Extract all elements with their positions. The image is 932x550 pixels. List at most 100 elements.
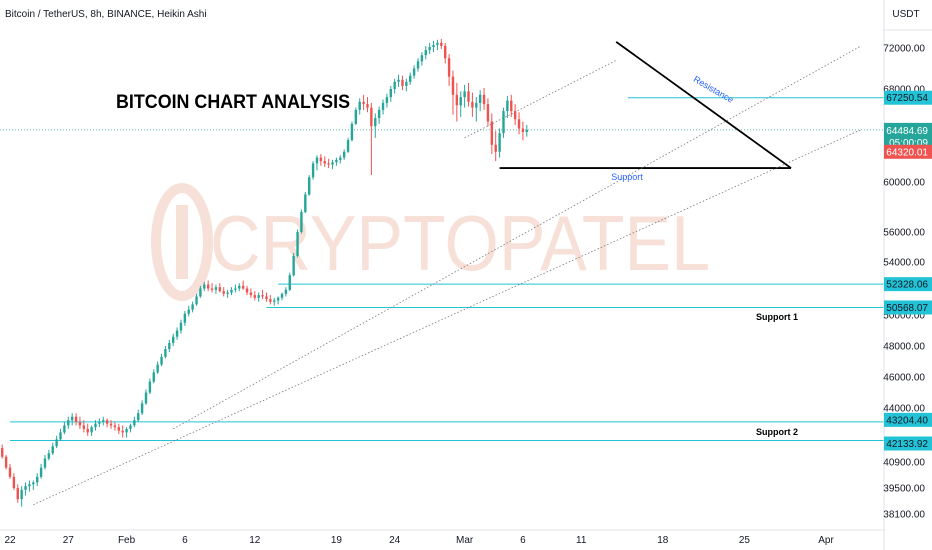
x-tick-label: Apr xyxy=(818,535,834,546)
candle-body xyxy=(160,356,163,365)
candle xyxy=(521,121,525,141)
watermark-logo-bar xyxy=(176,205,188,279)
candle xyxy=(311,161,315,180)
candle xyxy=(1,444,4,459)
candle-body xyxy=(412,68,416,76)
candle-body xyxy=(164,349,167,357)
candle-body xyxy=(315,157,319,164)
watermark-logo-icon xyxy=(151,183,213,301)
y-tick-label: 48000.00 xyxy=(883,342,925,353)
candle xyxy=(113,421,117,431)
candle xyxy=(117,423,121,435)
candle-body xyxy=(253,295,257,298)
candle-body xyxy=(385,97,389,103)
y-axis[interactable]: 72000.00 68000.00 60000.00 56000.00 54000.00… xyxy=(883,0,932,550)
candle xyxy=(261,289,264,300)
candle xyxy=(463,84,466,108)
candle xyxy=(381,99,385,115)
candle xyxy=(443,42,447,64)
x-axis[interactable]: 22 27 Feb 6 12 19 24 Mar 6 11 18 25 Apr xyxy=(0,529,884,546)
candle-body xyxy=(354,109,358,124)
candle-body xyxy=(327,163,330,165)
candle-body xyxy=(47,453,51,459)
candle xyxy=(269,295,272,305)
candle xyxy=(55,435,58,449)
y-tick-label: 39500.00 xyxy=(883,484,925,495)
candle-body xyxy=(436,42,439,45)
candle-body xyxy=(90,427,93,433)
candle-body xyxy=(195,296,198,305)
y-tick-label: 46000.00 xyxy=(883,373,925,384)
candle-body xyxy=(183,313,187,323)
candle xyxy=(517,112,521,135)
candle-body xyxy=(323,161,326,164)
candle-body xyxy=(498,133,501,152)
candle xyxy=(171,333,175,346)
candle-body xyxy=(78,421,82,426)
candle-body xyxy=(525,129,529,133)
candle xyxy=(327,158,330,169)
candle xyxy=(370,102,373,176)
candle-body xyxy=(1,448,4,457)
candle-body xyxy=(113,425,117,428)
candle-body xyxy=(265,296,268,300)
candle-body xyxy=(35,476,39,483)
candle-body xyxy=(218,287,222,292)
price-label-box xyxy=(884,300,932,315)
candle xyxy=(59,428,62,442)
candle xyxy=(8,463,12,479)
candle xyxy=(148,378,152,395)
candle-body xyxy=(175,330,179,337)
candle-body xyxy=(257,295,260,298)
candle-body xyxy=(214,287,218,290)
candle xyxy=(397,74,400,87)
candle xyxy=(502,107,505,138)
candle-body xyxy=(230,289,233,293)
candle xyxy=(160,353,163,367)
candle-body xyxy=(296,232,299,256)
candle-body xyxy=(98,421,101,424)
candle xyxy=(12,473,16,490)
resistance-line xyxy=(615,41,792,169)
candle xyxy=(175,327,179,340)
candle-body xyxy=(381,102,385,110)
candle-body xyxy=(467,91,470,102)
candle xyxy=(164,346,167,359)
candles xyxy=(1,38,529,507)
candle xyxy=(133,416,136,428)
x-tick-label: 22 xyxy=(4,535,16,546)
price-label-value: 64484.69 xyxy=(886,126,928,137)
candle-body xyxy=(121,430,124,433)
candle xyxy=(510,94,513,117)
candle xyxy=(280,292,284,301)
candle-body xyxy=(67,420,70,426)
currency-label[interactable]: USDT xyxy=(892,9,919,20)
candle xyxy=(265,292,268,302)
x-tick-label: 12 xyxy=(249,535,261,546)
candle-body xyxy=(335,159,338,163)
watermark-logo-ring xyxy=(151,183,213,301)
candle xyxy=(447,54,451,86)
candle-body xyxy=(59,432,62,440)
candle-body xyxy=(28,484,31,487)
horizontal-levels xyxy=(0,97,884,442)
price-label-value: 52328.06 xyxy=(886,280,928,291)
candle xyxy=(210,283,214,293)
candle-body xyxy=(32,482,35,485)
candle-body xyxy=(304,194,307,212)
candle-body xyxy=(273,300,276,302)
x-tick-label: 6 xyxy=(182,535,188,546)
candle xyxy=(222,287,225,297)
candle xyxy=(183,311,187,326)
candle xyxy=(323,156,326,167)
candle-body xyxy=(455,94,459,106)
y-tick-label: 56000.00 xyxy=(883,228,925,239)
candle-body xyxy=(8,467,12,477)
candle xyxy=(206,280,210,292)
candle xyxy=(218,283,222,293)
price-label-level: 52328.06 xyxy=(884,277,932,292)
candle-body xyxy=(238,285,241,289)
candle xyxy=(125,427,128,438)
